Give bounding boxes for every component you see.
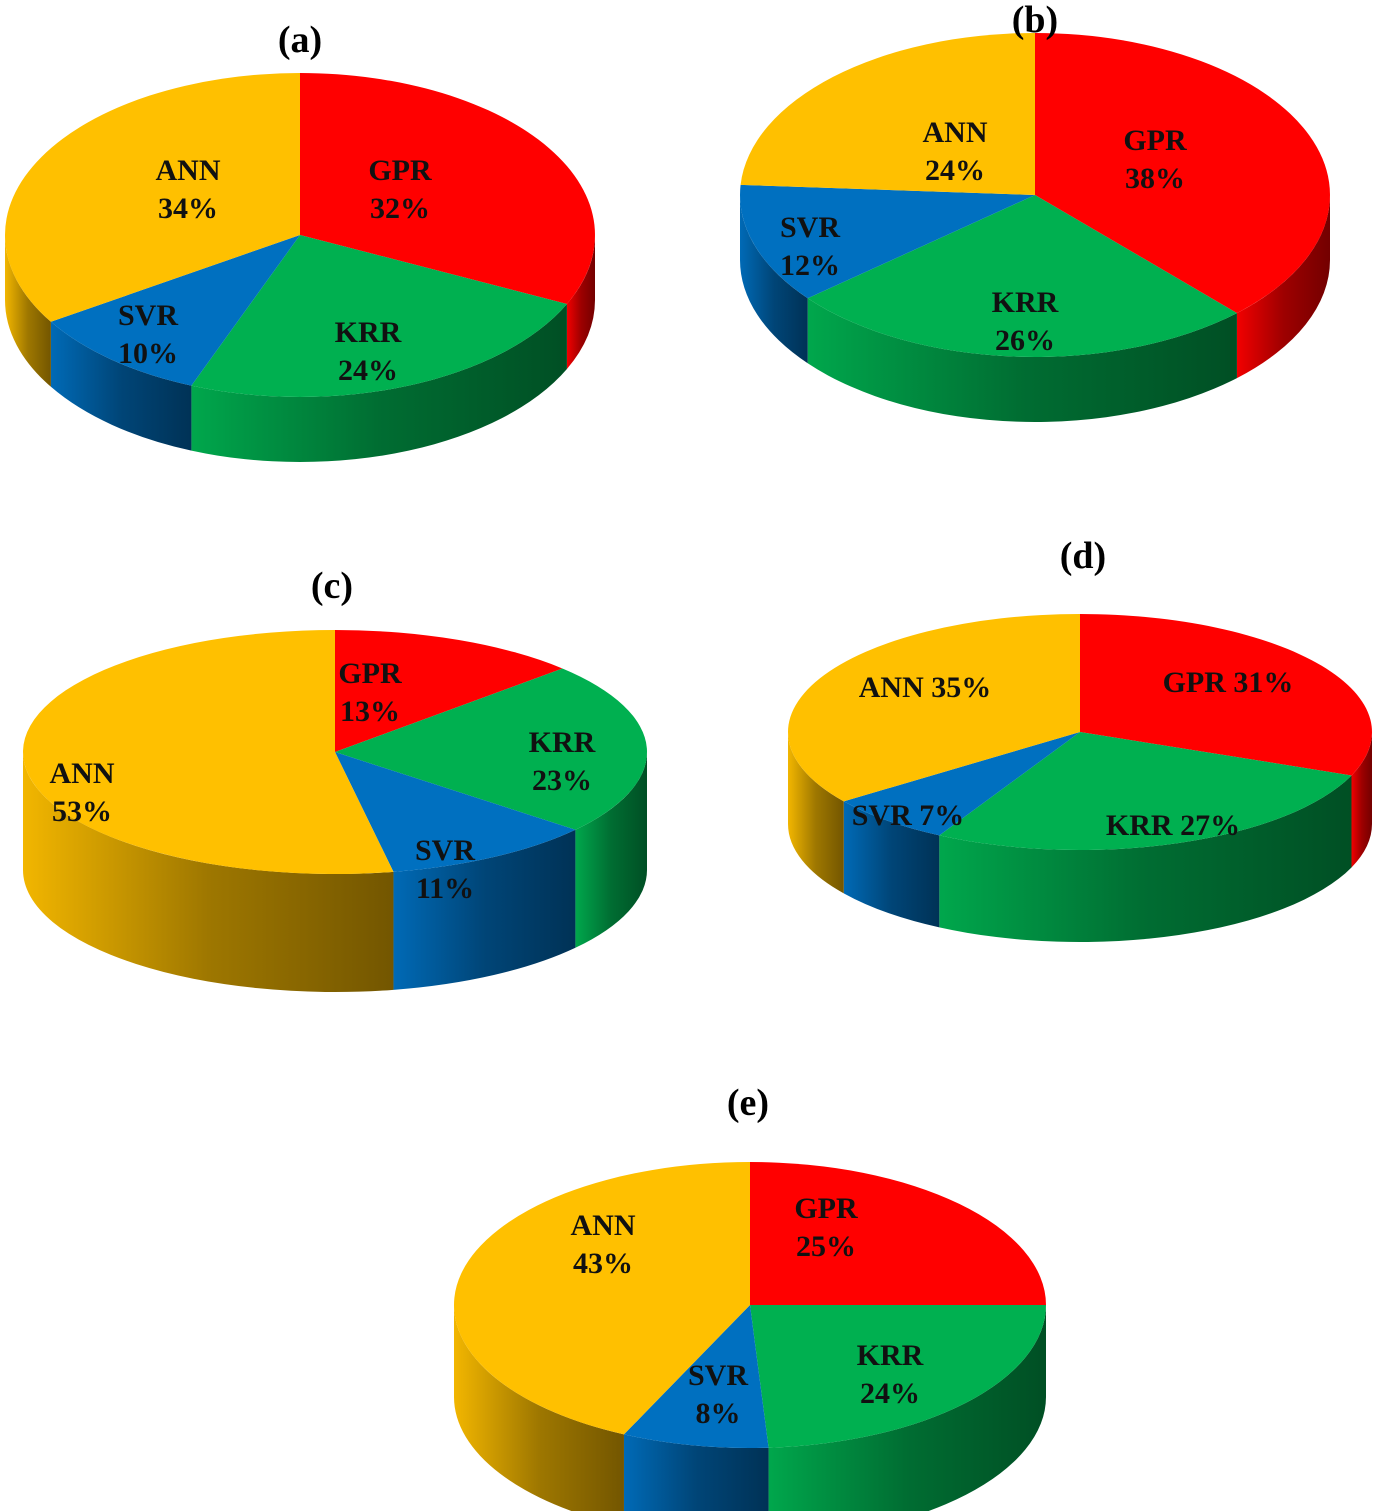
- pie-slice-gpr-a: [300, 73, 595, 304]
- pie-slice-ann-e: [453, 1162, 750, 1435]
- slice-label-svr-a: SVR 10%: [118, 299, 178, 370]
- slice-label-svr-c: SVR 11%: [415, 834, 475, 905]
- slice-label-gpr-b: GPR 38%: [1123, 124, 1187, 195]
- pie-slice-svr-a: [50, 235, 300, 386]
- slice-label-gpr-a: GPR 32%: [368, 154, 432, 225]
- pie-side-krr-c: [575, 752, 647, 948]
- slice-label-svr-e: SVR 8%: [688, 1359, 748, 1430]
- pie-chart-b: (b) GPR 38% KRR 26% SVR 12% ANN 24%: [739, 0, 1330, 422]
- pie-chart-d: (d) GPR 31% KRR 27% SVR 7% ANN 35%: [788, 535, 1372, 942]
- slice-label-gpr-c: GPR 13%: [338, 657, 402, 728]
- slice-label-gpr-d: GPR 31%: [1163, 666, 1294, 699]
- pie-slice-svr-e: [623, 1305, 769, 1449]
- slice-label-krr-a: KRR 24%: [335, 316, 402, 387]
- pie-side-krr-d: [939, 775, 1352, 942]
- pie-side-ann-d: [788, 732, 844, 894]
- pie-side-svr-e: [623, 1434, 769, 1511]
- pie-side-svr-a: [50, 321, 192, 451]
- pie-side-ann-e: [454, 1305, 624, 1511]
- pie-slice-ann-b: [740, 33, 1035, 195]
- pie-chart-c: (c) GPR 13% KRR 23% SVR 11% ANN 53%: [22, 565, 648, 992]
- chart-title-c: (c): [311, 565, 353, 607]
- pie-slice-svr-c: [335, 752, 576, 872]
- pie-slice-krr-b: [807, 195, 1237, 358]
- chart-title-b: (b): [1012, 0, 1058, 41]
- pie-side-gpr-a: [566, 235, 595, 369]
- pie-slice-gpr-e: [750, 1162, 1046, 1305]
- chart-title-e: (e): [727, 1082, 769, 1124]
- pie-slice-krr-c: [335, 668, 648, 830]
- pie-slice-ann-c: [22, 630, 394, 875]
- slice-label-krr-c: KRR 23%: [529, 726, 596, 797]
- slice-label-krr-e: KRR 24%: [857, 1339, 924, 1410]
- slice-label-ann-b: ANN 24%: [923, 116, 988, 187]
- pie-side-svr-c: [393, 829, 576, 990]
- pie-slice-gpr-d: [1080, 614, 1372, 776]
- pie-side-krr-a: [191, 303, 567, 462]
- pie-side-gpr-d: [1351, 732, 1372, 868]
- slice-label-krr-b: KRR 26%: [992, 286, 1059, 357]
- slice-label-ann-d: ANN 35%: [859, 671, 992, 704]
- pie-slice-gpr-c: [335, 630, 563, 752]
- pie-side-krr-b: [807, 298, 1237, 422]
- pie-slice-svr-d: [843, 732, 1080, 836]
- slice-label-krr-d: KRR 27%: [1106, 809, 1240, 842]
- pie-side-ann-c: [23, 752, 394, 992]
- pie-chart-e: (e) GPR 25% KRR 24% SVR 8% ANN 43%: [453, 1082, 1046, 1511]
- pie-chart-a: (a) GPR 32% KRR 24% SVR 10% ANN 34%: [4, 19, 595, 462]
- pie-side-gpr-b: [1236, 195, 1330, 379]
- pie-slice-krr-a: [191, 235, 567, 397]
- chart-title-d: (d): [1060, 535, 1106, 577]
- pie-slice-krr-e: [750, 1305, 1046, 1448]
- slice-label-svr-b: SVR 12%: [780, 211, 840, 282]
- pie-side-svr-d: [843, 801, 940, 928]
- pie-slice-ann-d: [788, 614, 1080, 802]
- pie-side-svr-b: [740, 195, 808, 364]
- slice-label-ann-e: ANN 43%: [571, 1209, 636, 1280]
- slice-label-gpr-e: GPR 25%: [794, 1192, 858, 1263]
- pie-slice-krr-d: [939, 732, 1352, 850]
- chart-title-a: (a): [278, 19, 322, 61]
- slice-label-svr-d: SVR 7%: [852, 799, 965, 832]
- pie-slice-svr-b: [739, 184, 1035, 299]
- pie-slice-ann-a: [4, 73, 301, 322]
- pie-slice-gpr-b: [1035, 33, 1330, 314]
- pie-side-krr-e: [768, 1305, 1046, 1511]
- slice-label-ann-a: ANN 34%: [156, 154, 221, 225]
- slice-label-ann-c: ANN 53%: [50, 757, 115, 828]
- pie-side-ann-a: [5, 235, 51, 387]
